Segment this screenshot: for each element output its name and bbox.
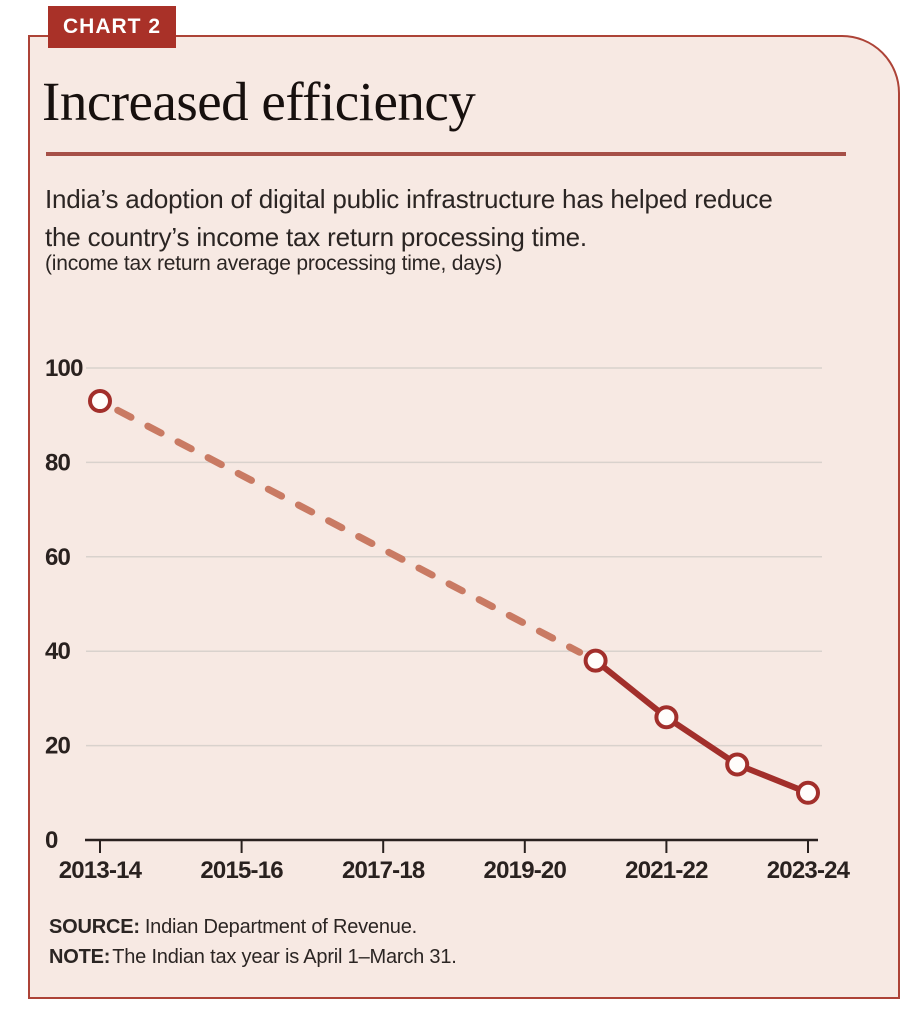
title-divider: [46, 152, 846, 156]
chart-number-badge: CHART 2: [48, 6, 177, 48]
note-line: NOTE: The Indian tax year is April 1–Marc…: [49, 946, 457, 969]
page-title: Increased efficiency: [42, 71, 476, 132]
source-label: SOURCE:: [49, 916, 140, 938]
note-label: NOTE:: [49, 946, 111, 968]
source-line: SOURCE: Indian Department of Revenue.: [49, 916, 417, 939]
note-text: The Indian tax year is April 1–March 31.: [112, 946, 457, 968]
chart-subtitle: India’s adoption of digital public infra…: [45, 184, 773, 252]
source-text: Indian Department of Revenue.: [144, 916, 417, 938]
chart-unit-note: (income tax return average processing ti…: [45, 252, 503, 275]
